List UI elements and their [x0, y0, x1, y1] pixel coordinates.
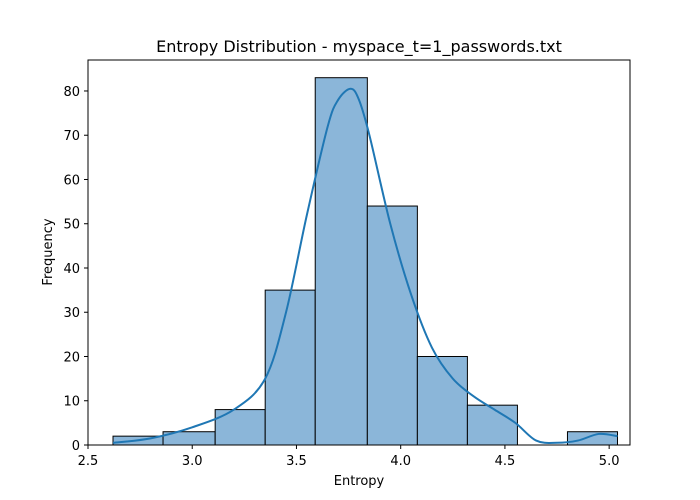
- x-tick-label: 3.0: [182, 454, 203, 469]
- y-tick-label: 20: [63, 350, 80, 365]
- x-tick-label: 4.5: [495, 454, 516, 469]
- x-tick-label: 4.0: [390, 454, 411, 469]
- y-tick-label: 60: [63, 173, 80, 188]
- y-axis-label: Frequency: [41, 218, 56, 285]
- bars-group: [112, 77, 618, 446]
- y-tick-label: 0: [72, 439, 80, 454]
- y-tick-label: 50: [63, 218, 80, 233]
- x-axis: 2.5 3.0 3.5 4.0 4.5 5.0: [78, 445, 620, 469]
- y-tick-label: 10: [63, 395, 80, 410]
- x-tick-label: 5.0: [599, 454, 620, 469]
- plot-frame: [87, 59, 631, 446]
- y-tick-label: 70: [63, 129, 80, 144]
- histogram-bar: [366, 205, 418, 446]
- chart-title: Entropy Distribution - myspace_t=1_passw…: [156, 37, 562, 57]
- y-axis: 0 10 20 30 40 50 60 70 80: [63, 85, 88, 454]
- x-tick-label: 3.5: [286, 454, 307, 469]
- kde-curve: [112, 87, 618, 444]
- y-tick-label: 80: [63, 85, 80, 100]
- histogram-bar: [566, 431, 618, 446]
- y-tick-label: 30: [63, 306, 80, 321]
- x-axis-label: Entropy: [334, 474, 385, 489]
- histogram-bar: [466, 404, 518, 446]
- y-tick-label: 40: [63, 262, 80, 277]
- x-tick-label: 2.5: [78, 454, 99, 469]
- histogram-bar: [416, 355, 468, 446]
- histogram-bar: [314, 77, 368, 446]
- histogram-bar: [264, 289, 316, 446]
